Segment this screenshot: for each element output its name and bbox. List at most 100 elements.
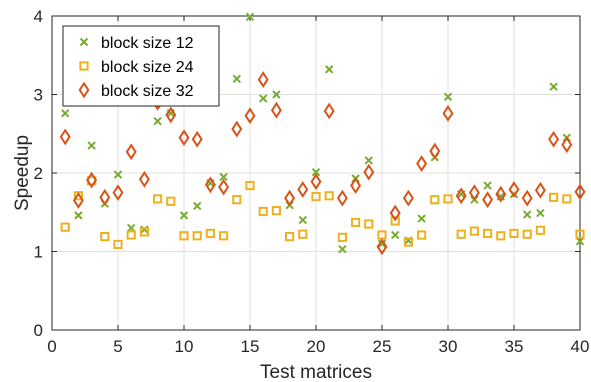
data-point bbox=[574, 183, 586, 201]
data-point bbox=[324, 191, 334, 201]
marker-stroke bbox=[536, 208, 545, 218]
data-point bbox=[72, 192, 84, 209]
data-point bbox=[336, 189, 348, 207]
data-point bbox=[495, 185, 507, 203]
marker-stroke bbox=[153, 116, 162, 126]
data-point bbox=[113, 239, 123, 250]
data-point bbox=[311, 191, 321, 202]
x-tick-label: 15 bbox=[241, 337, 260, 356]
legend: block size 12 block size 24 block size 32 bbox=[62, 25, 220, 107]
data-point bbox=[496, 231, 506, 241]
data-point bbox=[166, 196, 176, 206]
data-point bbox=[417, 214, 426, 223]
marker-stroke bbox=[258, 94, 268, 103]
data-points bbox=[59, 12, 586, 256]
data-point bbox=[298, 215, 308, 225]
marker-stroke bbox=[549, 82, 558, 91]
data-point bbox=[377, 239, 387, 248]
legend-label: block size 12 bbox=[101, 35, 194, 52]
data-point bbox=[153, 194, 163, 204]
data-point bbox=[323, 102, 335, 120]
data-point bbox=[257, 71, 269, 89]
y-tick-label: 3 bbox=[34, 86, 43, 105]
marker-stroke bbox=[417, 214, 426, 223]
legend-marker bbox=[78, 81, 90, 99]
data-point bbox=[417, 230, 427, 240]
data-point bbox=[219, 231, 229, 241]
data-point bbox=[390, 230, 400, 240]
data-point bbox=[416, 155, 428, 173]
data-point bbox=[192, 231, 202, 241]
data-point bbox=[549, 192, 559, 202]
data-point bbox=[165, 106, 177, 124]
data-point bbox=[324, 65, 334, 74]
data-point bbox=[389, 204, 401, 222]
data-point bbox=[100, 231, 110, 242]
data-point bbox=[468, 184, 480, 202]
marker-stroke bbox=[272, 90, 281, 99]
y-tick-label: 4 bbox=[34, 7, 43, 26]
data-point bbox=[178, 129, 190, 147]
y-tick-label: 1 bbox=[34, 243, 43, 262]
marker-stroke bbox=[126, 223, 136, 233]
data-point bbox=[284, 189, 296, 207]
data-point bbox=[430, 195, 440, 205]
data-point bbox=[561, 136, 573, 154]
data-point bbox=[575, 237, 585, 246]
x-tick-label: 5 bbox=[113, 337, 122, 356]
data-point bbox=[483, 228, 493, 239]
data-point bbox=[442, 104, 454, 122]
y-tick-label: 0 bbox=[34, 321, 43, 340]
x-tick-label: 35 bbox=[505, 337, 524, 356]
x-axis-label: Test matrices bbox=[260, 362, 372, 382]
marker-stroke bbox=[364, 156, 374, 165]
axis-ticks: 0 5 10 15 20 25 30 35 40 0 1 2 3 4 bbox=[34, 7, 590, 356]
data-point bbox=[139, 227, 150, 237]
marker-stroke bbox=[219, 172, 228, 182]
marker-stroke bbox=[443, 92, 453, 102]
marker-stroke bbox=[113, 170, 123, 179]
data-point bbox=[258, 94, 268, 103]
x-tick-label: 25 bbox=[373, 337, 392, 356]
data-point bbox=[231, 120, 243, 138]
data-point bbox=[350, 177, 362, 194]
data-point bbox=[179, 231, 189, 241]
data-point bbox=[270, 101, 282, 119]
data-point bbox=[443, 92, 453, 102]
data-point bbox=[258, 206, 268, 217]
data-point bbox=[548, 130, 560, 148]
data-point bbox=[456, 229, 466, 239]
data-point bbox=[219, 172, 228, 182]
data-point bbox=[390, 216, 400, 226]
marker-stroke bbox=[79, 37, 89, 47]
legend-label: block size 24 bbox=[101, 59, 194, 76]
x-tick-label: 40 bbox=[571, 337, 590, 356]
data-point bbox=[522, 210, 532, 219]
data-point bbox=[482, 191, 494, 209]
data-point bbox=[483, 181, 492, 190]
data-point bbox=[298, 229, 308, 239]
data-point bbox=[74, 211, 83, 220]
data-point bbox=[125, 143, 137, 161]
legend-label: block size 32 bbox=[101, 83, 194, 100]
data-point bbox=[402, 189, 414, 207]
data-point bbox=[245, 180, 255, 191]
data-point bbox=[338, 244, 347, 254]
data-point bbox=[364, 219, 374, 229]
data-point bbox=[140, 225, 149, 234]
data-point bbox=[112, 184, 124, 202]
marker-stroke bbox=[338, 244, 347, 254]
data-point bbox=[522, 229, 532, 239]
data-point bbox=[60, 222, 70, 232]
marker-stroke bbox=[311, 168, 321, 177]
data-point bbox=[508, 181, 520, 198]
data-point bbox=[562, 194, 572, 204]
data-point bbox=[126, 223, 136, 233]
data-point bbox=[376, 238, 388, 256]
marker-stroke bbox=[377, 239, 387, 248]
x-tick-label: 30 bbox=[439, 337, 458, 356]
data-point bbox=[271, 206, 281, 216]
data-point bbox=[469, 226, 479, 236]
marker-stroke bbox=[324, 65, 334, 74]
marker-stroke bbox=[60, 109, 70, 118]
